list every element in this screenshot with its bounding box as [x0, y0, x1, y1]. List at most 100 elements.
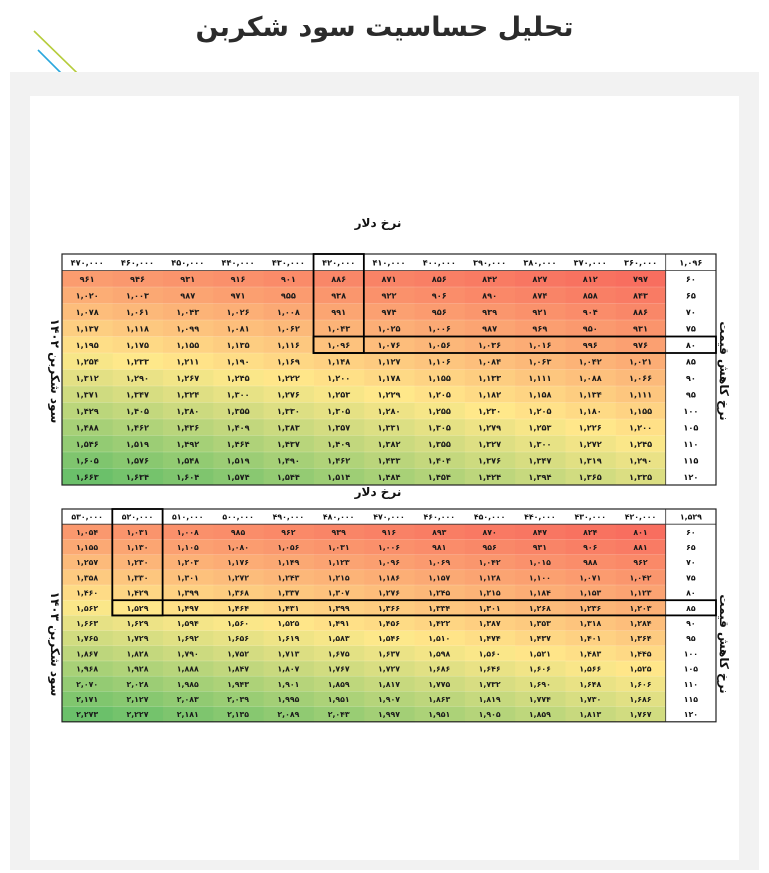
cell-value: ۱,۴۰۹ — [227, 422, 250, 432]
row-label-bg — [665, 661, 716, 677]
cell-value: ۱,۱۰۶ — [428, 356, 451, 366]
cell-value: ۱,۱۵۵ — [428, 373, 451, 383]
heatmap-cell — [363, 630, 415, 647]
cell-value: ۱,۴۰۵ — [126, 406, 149, 416]
heatmap-cell — [363, 600, 415, 616]
heatmap-cell — [112, 569, 164, 586]
cell-value: ۱,۹۰۱ — [277, 680, 299, 689]
cell-value: ۱,۳۹۹ — [328, 604, 350, 613]
heatmap-cell — [112, 369, 164, 387]
cell-value: ۱,۱۷۶ — [227, 558, 249, 567]
heatmap-table-1: ۳۶۰,۰۰۰ ۳۷۰,۰۰۰ ۳۸۰,۰۰۰ ۳۹۰,۰۰۰ ۴۰۰,۰۰۰ ۴۱۰,۰… — [61, 253, 717, 486]
cell-value: ۲,۰۸۳ — [177, 695, 199, 704]
cell-value: ۱,۶۷۵ — [328, 649, 350, 658]
heatmap-cell — [615, 645, 667, 662]
cell-value: ۱,۲۴۵ — [227, 373, 250, 383]
row-label-bg — [665, 303, 716, 320]
heatmap-cell — [263, 691, 314, 707]
heatmap-cell — [212, 369, 264, 387]
cell-value: ۱,۶۲۹ — [126, 619, 148, 628]
heatmap-cell — [615, 419, 667, 436]
cell-value: ۱,۹۵۱ — [328, 695, 350, 704]
cell-value: ۱,۱۴۹ — [277, 558, 299, 567]
row-label-bg — [665, 320, 716, 337]
cell-value: ۱,۲۱۵ — [479, 589, 501, 598]
heatmap-cell — [162, 706, 214, 723]
heatmap-cell — [565, 554, 616, 571]
heatmap-cell — [363, 585, 415, 601]
heatmap-cell — [464, 468, 516, 486]
heatmap-cell — [212, 303, 264, 321]
heatmap-cell — [263, 524, 314, 540]
cell-value: ۱,۶۰۵ — [76, 455, 99, 465]
heatmap-cell — [313, 402, 365, 420]
cell-value: ۱,۵۴۶ — [378, 634, 400, 643]
heatmap-cell — [313, 630, 365, 647]
heatmap-cell — [263, 615, 314, 631]
y-tick-label: ۱۰۰ — [684, 649, 698, 658]
heatmap-cell — [112, 539, 164, 555]
heatmap-cell — [363, 676, 415, 692]
y-tick-label: ۶۵ — [686, 290, 696, 300]
cell-value: ۱,۳۹۹ — [177, 589, 199, 598]
heatmap-cell — [514, 524, 566, 540]
cell-value: ۹۲۱ — [532, 307, 547, 317]
heatmap-cell — [263, 468, 314, 486]
cell-value: ۱,۳۵۷ — [327, 422, 350, 432]
heatmap-cell — [464, 320, 516, 337]
cell-value: ۱,۳۶۶ — [378, 604, 400, 613]
cell-value: ۱,۲۰۳ — [177, 558, 199, 567]
heatmap-cell — [263, 386, 314, 403]
cell-value: ۱,۰۶۱ — [126, 307, 149, 317]
cell-value: ۱,۳۳۷ — [277, 589, 299, 598]
cell-value: ۱,۲۹۰ — [629, 455, 652, 465]
heatmap-cell — [62, 706, 113, 723]
heatmap-cell — [162, 435, 214, 453]
heatmap-cell — [212, 691, 264, 707]
heatmap-cell — [62, 435, 113, 453]
y-tick-label: ۶۰ — [686, 528, 696, 537]
cell-value: ۱,۶۹۲ — [177, 634, 199, 643]
cell-value: ۱,۳۱۲ — [76, 373, 99, 383]
heatmap-cell — [615, 353, 667, 370]
heatmap-cell — [263, 320, 314, 337]
cell-value: ۱,۴۶۲ — [126, 422, 149, 432]
heatmap-cell — [263, 353, 314, 370]
cell-value: ۱,۰۵۶ — [277, 543, 299, 552]
heatmap-cell — [514, 554, 566, 571]
y-tick-label: ۹۰ — [686, 619, 696, 628]
heatmap-cell — [363, 452, 415, 469]
cell-value: ۱,۳۰۰ — [227, 389, 250, 399]
heatmap-cell — [464, 676, 516, 692]
heatmap-cell — [313, 600, 365, 616]
cell-value: ۱,۳۰۷ — [328, 589, 350, 598]
heatmap-cell — [464, 386, 516, 403]
cell-value: ۱,۳۸۰ — [176, 406, 199, 416]
heatmap-cell — [363, 645, 415, 662]
cell-value: ۱,۱۵۵ — [76, 543, 98, 552]
cell-value: ۱,۲۳۰ — [478, 406, 501, 416]
heatmap-cell — [464, 524, 516, 540]
heatmap-cell — [363, 287, 415, 304]
heatmap-cell — [263, 645, 314, 662]
x-tick-label: ۴۴۰,۰۰۰ — [222, 257, 255, 267]
cell-value: ۱,۷۲۹ — [126, 634, 148, 643]
heatmap-cell — [464, 353, 516, 370]
y-tick-label: ۷۰ — [686, 558, 696, 567]
y-tick-label: ۹۵ — [686, 634, 696, 643]
cell-value: ۱,۵۴۶ — [76, 439, 99, 449]
cell-value: ۱,۷۶۷ — [328, 665, 350, 674]
row-label-bg — [665, 386, 716, 403]
row-label-bg — [665, 645, 716, 661]
heatmap-cell — [363, 554, 415, 571]
y-tick-label: ۹۵ — [686, 389, 696, 399]
heatmap-cell — [565, 320, 616, 337]
cell-value: ۱,۲۸۴ — [630, 619, 652, 628]
heatmap-cell — [565, 336, 616, 354]
heatmap-cell — [263, 336, 314, 354]
heatmap-cell — [464, 452, 516, 469]
heatmap-cell — [112, 706, 164, 723]
heatmap-cell — [313, 353, 365, 370]
heatmap-cell — [363, 435, 415, 453]
heatmap-cell — [414, 270, 465, 288]
